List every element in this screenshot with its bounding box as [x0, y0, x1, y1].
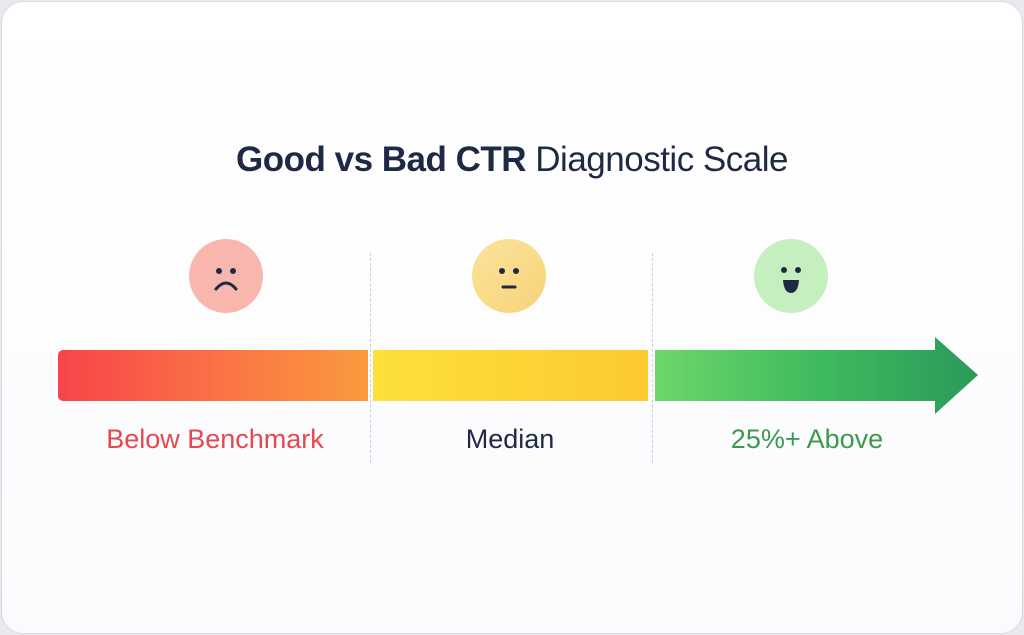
diagram-title: Good vs Bad CTR Diagnostic Scale: [0, 140, 1024, 180]
label-above: 25%+ Above: [730, 424, 884, 454]
divider-line: [652, 253, 653, 463]
title-bold: Good vs Bad CTR: [236, 140, 527, 179]
title-regular: Diagnostic Scale: [535, 140, 788, 179]
label-below-benchmark: Below Benchmark: [106, 424, 324, 454]
segment-median: [373, 350, 648, 401]
label-median: Median: [465, 424, 555, 454]
divider-line: [370, 253, 371, 463]
sad-face-icon: [189, 239, 263, 313]
segment-below-benchmark: [58, 350, 368, 401]
neutral-face-icon: [472, 239, 546, 313]
happy-face-icon: [754, 239, 828, 313]
segment-above-arrow: [655, 337, 978, 414]
